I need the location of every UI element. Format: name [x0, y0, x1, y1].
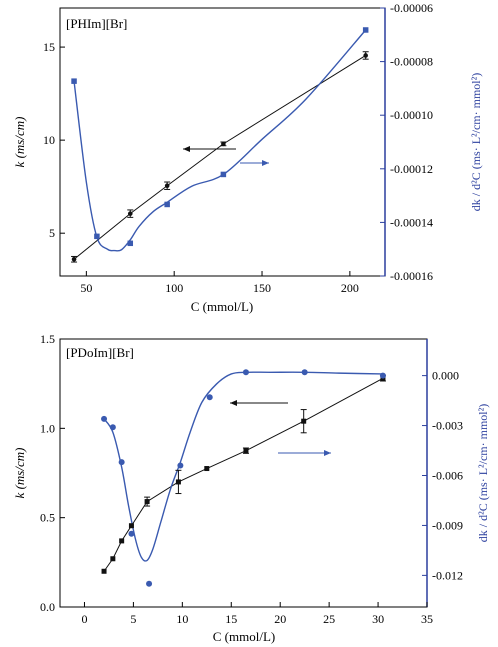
x-tick-label: 35	[421, 612, 433, 626]
y2-tick-label: -0.00006	[390, 1, 433, 15]
derivative-point	[177, 462, 184, 469]
x-tick-label: 100	[165, 281, 183, 295]
arrow-to-right-axis-head	[324, 450, 331, 456]
k-point	[127, 211, 133, 216]
derivative-point	[362, 27, 369, 33]
k-point	[363, 53, 368, 58]
plot-frame	[59, 338, 428, 608]
k-series-line	[103, 377, 384, 572]
derivative-point	[118, 459, 125, 466]
derivative-point	[242, 369, 249, 376]
derivative-fit-curve	[73, 29, 367, 252]
y2-tick-label: -0.006	[432, 468, 463, 482]
x-axis-label: C (mmol/L)	[191, 299, 253, 314]
y2-tick-label: -0.00010	[390, 108, 433, 122]
k-point	[128, 523, 134, 529]
panel-annotation: [PDoIm][Br]	[66, 345, 134, 360]
fit-curves	[73, 29, 367, 260]
indicator-arrows	[183, 146, 269, 166]
k-series-line	[73, 55, 366, 260]
y2-tick-label: -0.00014	[390, 215, 433, 229]
derivative-point	[206, 394, 213, 401]
x-tick-label: 20	[274, 612, 286, 626]
k-point	[164, 183, 170, 189]
derivative-point	[127, 240, 134, 247]
k-point	[110, 556, 116, 562]
derivative-point	[128, 530, 135, 537]
data-marks	[101, 369, 386, 587]
derivative-fit-curve	[103, 371, 383, 562]
data-marks	[71, 27, 369, 263]
y2-tick-label: -0.012	[432, 568, 463, 582]
y2-tick-label: -0.00012	[390, 162, 433, 176]
k-point	[301, 418, 307, 424]
fit-curves	[103, 371, 384, 572]
y-tick-label: 1.0	[40, 421, 55, 435]
y2-tick-label: 0.000	[432, 369, 459, 383]
derivative-point	[94, 233, 100, 240]
x-tick-label: 150	[253, 281, 271, 295]
derivative-point	[101, 415, 108, 422]
indicator-arrows	[230, 400, 331, 456]
arrow-to-left-axis-head	[183, 146, 190, 152]
tick-group: 0 5 10 15 20 25 30 35 0.0 0.5 1.0 1.5 0.000 -0.003 -0.…	[40, 332, 463, 626]
y-tick-label: 5	[49, 226, 55, 240]
y2-tick-label: -0.003	[432, 419, 463, 433]
x-tick-label: 15	[225, 612, 237, 626]
chart-pdoim-br: 0 5 10 15 20 25 30 35 0.0 0.5 1.0 1.5 0.000 -0.003 -0.…	[12, 332, 490, 644]
y-axis-label: k (ms/cm)	[12, 117, 27, 168]
k-point	[119, 538, 125, 544]
y-tick-label: 10	[43, 133, 55, 147]
derivative-point	[220, 171, 227, 178]
x-tick-label: 50	[80, 281, 92, 295]
k-point	[221, 141, 226, 147]
chart-phim-br: 50 100 150 200 5 10 15 -0.00006 -0.00008 -0.00010…	[12, 1, 483, 314]
y-axis-label: k (ms/cm)	[12, 448, 27, 499]
k-point	[101, 568, 107, 574]
y2-tick-label: -0.00008	[390, 55, 433, 69]
y2-axis-label: dk / d²C (ms· L²/cm· mmol²)	[469, 73, 483, 211]
derivative-point	[146, 580, 153, 587]
x-tick-label: 10	[176, 612, 188, 626]
x-tick-label: 25	[323, 612, 335, 626]
y-tick-label: 15	[43, 40, 55, 54]
x-tick-label: 30	[372, 612, 384, 626]
derivative-point	[71, 78, 77, 84]
tick-group: 50 100 150 200 5 10 15 -0.00006 -0.00008 -0.00010…	[43, 1, 433, 295]
y-tick-label: 1.5	[40, 332, 55, 346]
x-tick-label: 0	[81, 612, 87, 626]
derivative-point	[301, 369, 308, 376]
arrow-to-left-axis-head	[230, 400, 237, 406]
k-point	[71, 256, 77, 262]
y2-tick-label: -0.00016	[390, 269, 433, 283]
y-tick-label: 0.5	[40, 511, 55, 525]
k-point	[204, 466, 210, 472]
k-point	[144, 499, 150, 505]
y2-axis-label: dk / d²C (ms· L²/cm· mmol²)	[476, 404, 490, 542]
y2-tick-label: -0.009	[432, 518, 463, 532]
y-tick-label: 0.0	[40, 600, 55, 614]
x-axis-label: C (mmol/L)	[213, 629, 275, 644]
k-point	[175, 479, 181, 485]
panel-annotation: [PHIm][Br]	[66, 16, 127, 31]
arrow-to-right-axis-head	[262, 160, 269, 166]
derivative-point	[379, 372, 386, 379]
x-tick-label: 5	[130, 612, 136, 626]
derivative-point	[164, 201, 170, 208]
k-point	[243, 448, 249, 454]
x-tick-label: 200	[341, 281, 359, 295]
derivative-point	[109, 424, 116, 431]
